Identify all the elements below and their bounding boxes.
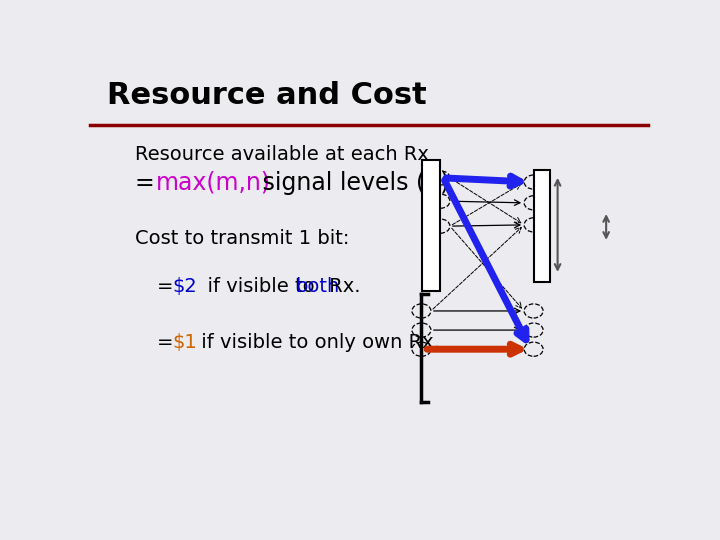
Text: Resource available at each Rx: Resource available at each Rx [135, 145, 428, 164]
Text: Resource and Cost: Resource and Cost [107, 82, 426, 111]
Text: if visible to only own Rx.: if visible to only own Rx. [195, 333, 440, 352]
Text: $2: $2 [173, 277, 197, 296]
Bar [534, 170, 550, 282]
Text: Cost to transmit 1 bit:: Cost to transmit 1 bit: [135, 229, 349, 248]
Text: Rx.: Rx. [323, 277, 361, 296]
Text: =: = [157, 333, 180, 352]
Text: signal levels ($): signal levels ($) [255, 171, 449, 195]
Bar [422, 160, 441, 292]
Text: if visible to: if visible to [195, 277, 321, 296]
Text: =: = [135, 171, 162, 195]
Text: =: = [157, 277, 180, 296]
Text: $1: $1 [173, 333, 197, 352]
Text: max(m,n): max(m,n) [156, 171, 271, 195]
Text: both: both [295, 277, 340, 296]
